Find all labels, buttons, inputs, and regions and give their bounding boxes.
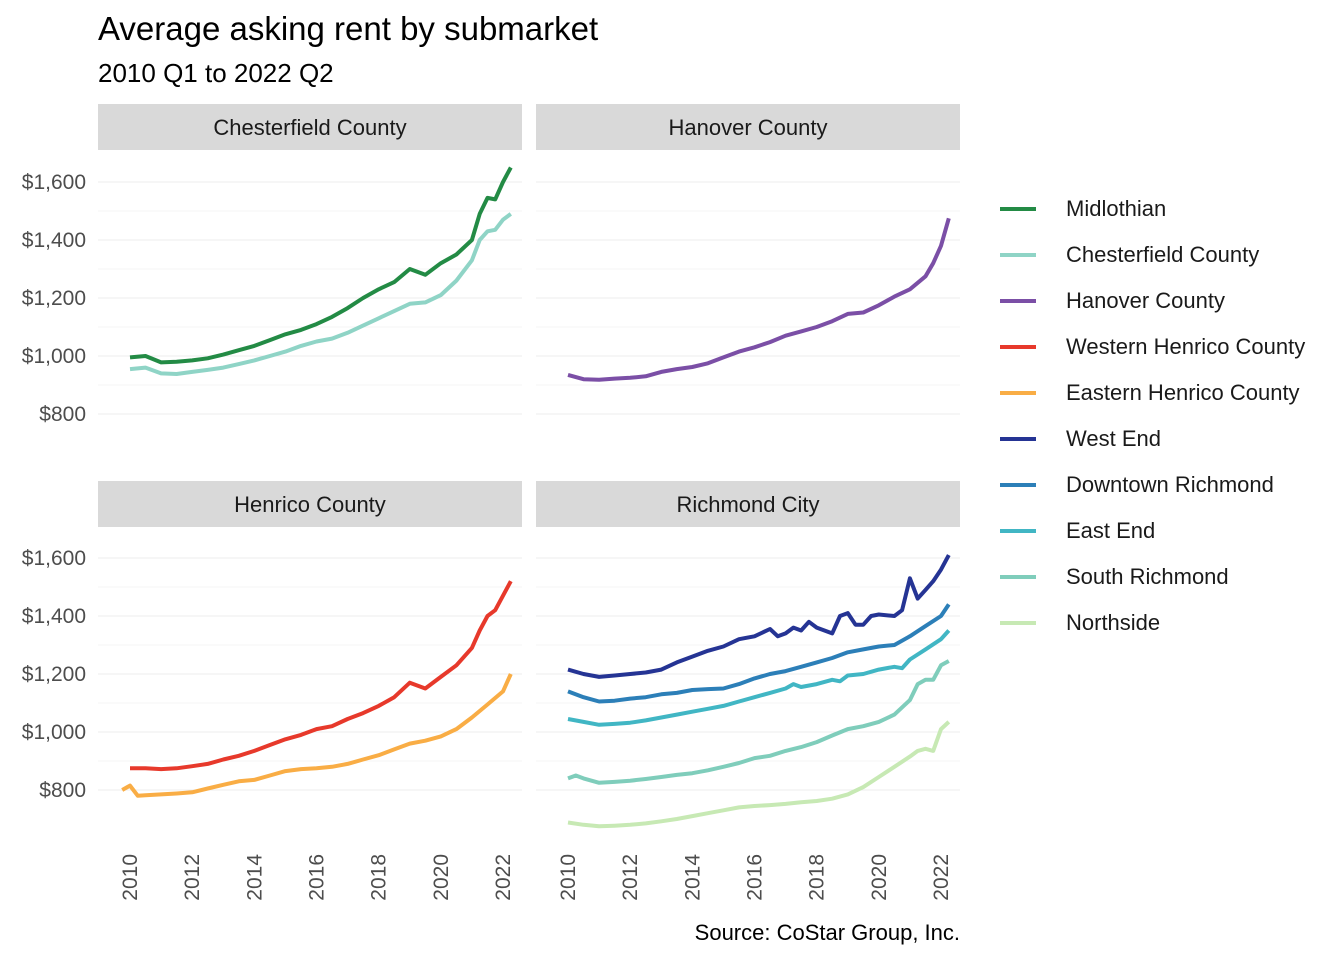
legend-key: [1000, 207, 1036, 211]
y-tick-label: $800: [39, 403, 86, 426]
y-tick-label: $1,200: [22, 287, 86, 310]
legend-label: Chesterfield County: [1066, 242, 1260, 267]
x-tick-label: 2022: [492, 854, 515, 901]
legend-key: [1000, 529, 1036, 533]
legend-key: [1000, 391, 1036, 395]
y-tick-label: $1,600: [22, 171, 86, 194]
x-tick-label: 2016: [306, 854, 329, 901]
legend-item: Western Henrico County: [1000, 324, 1305, 370]
legend-label: Downtown Richmond: [1066, 472, 1274, 497]
series-line: [130, 580, 513, 772]
facet-label: Richmond City: [676, 492, 819, 517]
y-tick-label: $1,200: [22, 663, 86, 686]
source-caption: Source: CoStar Group, Inc.: [694, 920, 960, 945]
x-tick-label: 2018: [368, 854, 391, 901]
legend-key: [1000, 437, 1036, 441]
series-line: [567, 629, 951, 727]
y-tick-label: $1,600: [22, 547, 86, 570]
x-tick-label: 2018: [806, 854, 829, 901]
facet-strip: [98, 104, 522, 150]
legend-item: Midlothian: [1000, 186, 1305, 232]
legend: Midlothian Chesterfield County Hanover C…: [1000, 186, 1305, 646]
legend-item: West End: [1000, 416, 1305, 462]
series-line: [121, 673, 513, 798]
legend-key: [1000, 621, 1036, 625]
legend-key: [1000, 345, 1036, 349]
legend-label: Eastern Henrico County: [1066, 380, 1300, 405]
y-tick-label: $1,400: [22, 229, 86, 252]
facet-strip: [536, 104, 960, 150]
series-line: [129, 166, 513, 365]
x-tick-label: 2010: [119, 854, 142, 901]
legend-label: Western Henrico County: [1066, 334, 1306, 359]
series-line: [567, 603, 951, 704]
y-tick-label: $1,400: [22, 605, 86, 628]
legend-label: Northside: [1066, 610, 1161, 635]
x-tick-label: 2014: [243, 854, 266, 901]
facet-label: Henrico County: [234, 492, 386, 517]
x-tick-label: 2020: [430, 854, 453, 901]
series-line: [567, 217, 951, 382]
legend-key: [1000, 483, 1036, 487]
legend-key: [1000, 575, 1036, 579]
series-line: [129, 212, 512, 376]
legend-item: Downtown Richmond: [1000, 462, 1305, 508]
series-line: [567, 659, 950, 785]
legend-key: [1000, 253, 1036, 257]
x-tick-label: 2010: [557, 854, 580, 901]
y-tick-label: $800: [39, 779, 86, 802]
legend-key: [1000, 299, 1036, 303]
legend-item: Northside: [1000, 600, 1305, 646]
legend-item: Hanover County: [1000, 278, 1305, 324]
y-tick-label: $1,000: [22, 345, 86, 368]
facet-strip: [98, 481, 522, 527]
x-tick-label: 2014: [681, 854, 704, 901]
facet-strip: [536, 481, 960, 527]
facet-label: Hanover County: [669, 115, 828, 140]
legend-label: Midlothian: [1066, 196, 1167, 221]
legend-label: Hanover County: [1066, 288, 1225, 313]
x-tick-label: 2020: [868, 854, 891, 901]
x-tick-label: 2012: [619, 854, 642, 901]
legend-item: Eastern Henrico County: [1000, 370, 1305, 416]
legend-item: East End: [1000, 508, 1305, 554]
legend-item: Chesterfield County: [1000, 232, 1305, 278]
legend-item: South Richmond: [1000, 554, 1305, 600]
facet-label: Chesterfield County: [213, 115, 406, 140]
x-tick-label: 2012: [181, 854, 204, 901]
series-line: [567, 554, 951, 679]
chart-subtitle: 2010 Q1 to 2022 Q2: [98, 58, 334, 88]
y-tick-label: $1,000: [22, 721, 86, 744]
legend-label: South Richmond: [1066, 564, 1229, 589]
legend-label: East End: [1066, 518, 1156, 543]
legend-label: West End: [1066, 426, 1161, 451]
series-line: [567, 720, 951, 829]
x-tick-label: 2016: [744, 854, 767, 901]
chart-title: Average asking rent by submarket: [98, 10, 599, 47]
x-tick-label: 2022: [930, 854, 953, 901]
